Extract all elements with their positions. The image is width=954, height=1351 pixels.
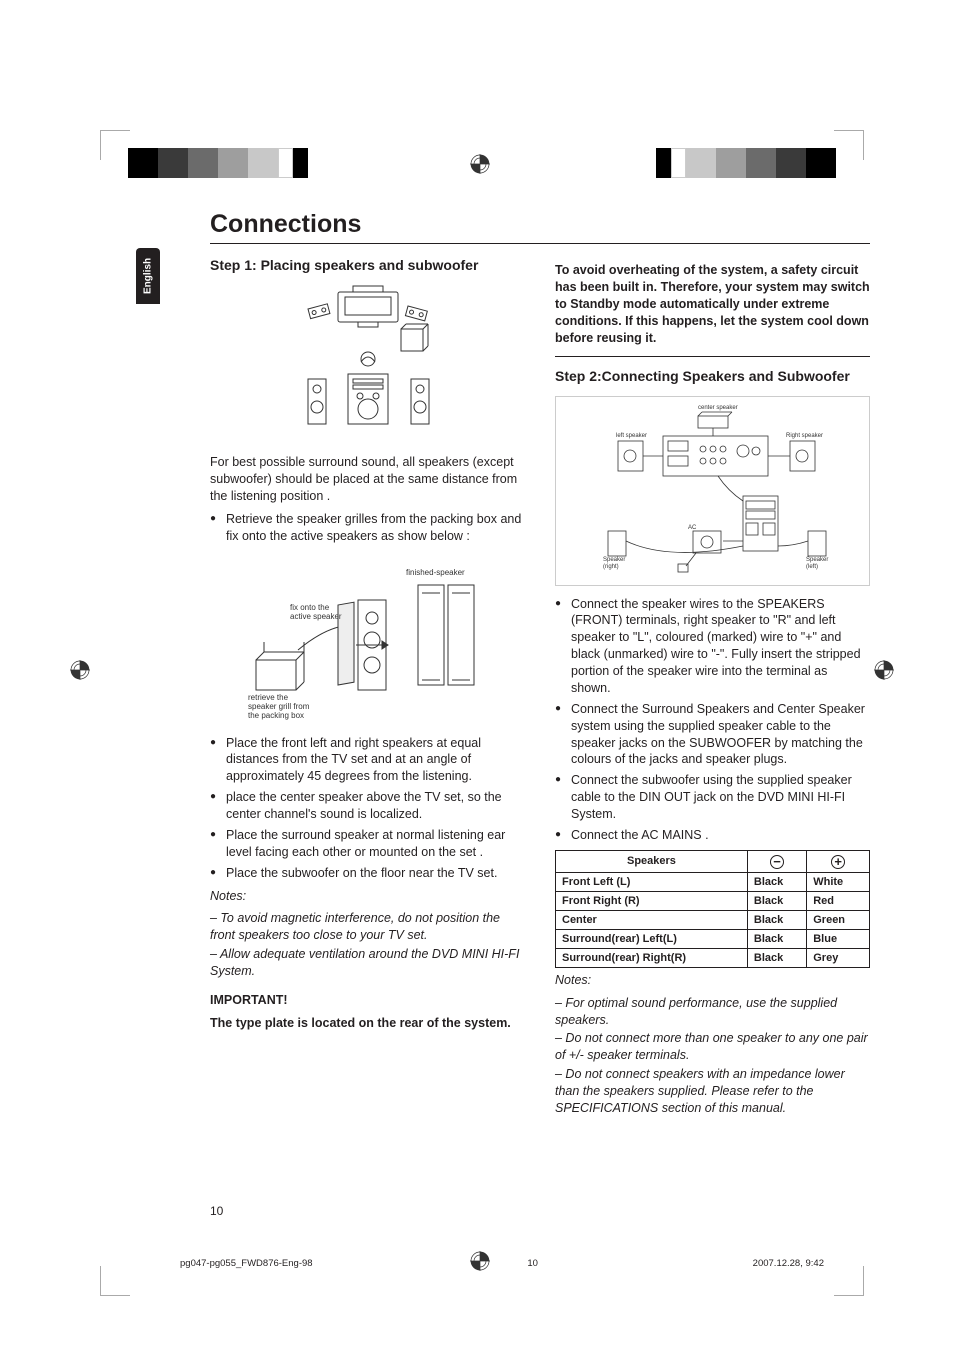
list-item: Connect the Surround Speakers and Center…: [555, 701, 870, 769]
color-swatch: [656, 148, 671, 178]
intro-text: For best possible surround sound, all sp…: [210, 454, 525, 505]
color-swatch: [716, 148, 746, 178]
footer-page: 10: [527, 1258, 538, 1269]
registration-mark-icon: [470, 154, 490, 174]
list-item: Place the front left and right speakers …: [210, 735, 525, 786]
step1-heading: Step 1: Placing speakers and subwoofer: [210, 256, 525, 274]
table-row: Front Right (R)BlackRed: [556, 891, 870, 910]
color-swatch: [776, 148, 806, 178]
two-column-layout: Step 1: Placing speakers and subwoofer: [210, 256, 870, 1119]
table-header: Speakers: [556, 850, 748, 872]
color-swatch: [248, 148, 278, 178]
list-item: Retrieve the speaker grilles from the pa…: [210, 511, 525, 545]
table-header: +: [807, 850, 870, 872]
list-item: Place the subwoofer on the floor near th…: [210, 865, 525, 882]
crop-corner: [100, 1266, 130, 1296]
list-item: Place the surround speaker at normal lis…: [210, 827, 525, 861]
color-swatch: [686, 148, 716, 178]
table-row: Front Left (L)BlackWhite: [556, 872, 870, 891]
important-body: The type plate is located on the rear of…: [210, 1015, 525, 1032]
notes-heading: Notes:: [555, 972, 870, 989]
language-tab: English: [136, 248, 160, 304]
right-column: To avoid overheating of the system, a sa…: [555, 256, 870, 1119]
crop-corner: [834, 1266, 864, 1296]
speaker-grille-diagram: finished-speaker fix onto theactive spea…: [210, 555, 525, 725]
note-line: – To avoid magnetic interference, do not…: [210, 910, 525, 944]
bullet-list: Place the front left and right speakers …: [210, 735, 525, 882]
table-cell: Front Right (R): [556, 891, 748, 910]
svg-text:left speaker: left speaker: [616, 433, 647, 439]
table-cell: Surround(rear) Right(R): [556, 948, 748, 967]
table-cell: Grey: [807, 948, 870, 967]
table-cell: Black: [747, 891, 806, 910]
table-cell: Black: [747, 910, 806, 929]
registration-mark-icon: [70, 660, 90, 680]
note-line: – Allow adequate ventilation around the …: [210, 946, 525, 980]
table-cell: Black: [747, 929, 806, 948]
note-line: – For optimal sound performance, use the…: [555, 995, 870, 1029]
crop-corner: [834, 130, 864, 160]
warning-text: To avoid overheating of the system, a sa…: [555, 262, 870, 346]
table-cell: White: [807, 872, 870, 891]
svg-text:AC: AC: [688, 525, 697, 531]
color-swatch: [128, 148, 158, 178]
svg-text:Right speaker: Right speaker: [786, 433, 823, 439]
footer: pg047-pg055_FWD876-Eng-98 10 2007.12.28,…: [180, 1258, 824, 1269]
left-column: Step 1: Placing speakers and subwoofer: [210, 256, 525, 1119]
footer-filename: pg047-pg055_FWD876-Eng-98: [180, 1258, 313, 1269]
table-row: CenterBlackGreen: [556, 910, 870, 929]
speaker-table: Speakers−+ Front Left (L)BlackWhiteFront…: [555, 850, 870, 968]
note-line: – Do not connect more than one speaker t…: [555, 1030, 870, 1064]
table-header: −: [747, 850, 806, 872]
color-swatch: [746, 148, 776, 178]
color-swatch: [278, 148, 293, 178]
color-swatch: [806, 148, 836, 178]
registration-mark-icon: [874, 660, 894, 680]
footer-timestamp: 2007.12.28, 9:42: [753, 1258, 824, 1269]
page-title: Connections: [210, 210, 870, 244]
bullet-list: Connect the speaker wires to the SPEAKER…: [555, 596, 870, 844]
table-cell: Green: [807, 910, 870, 929]
connection-diagram: center speaker left speaker Right speake…: [555, 396, 870, 586]
svg-text:fix onto theactive speaker: fix onto theactive speaker: [290, 603, 342, 621]
step2-heading: Step 2:Connecting Speakers and Subwoofer: [555, 367, 870, 385]
color-swatch: [293, 148, 308, 178]
important-heading: IMPORTANT!: [210, 992, 525, 1009]
color-swatch: [218, 148, 248, 178]
table-cell: Blue: [807, 929, 870, 948]
svg-text:center speaker: center speaker: [698, 405, 738, 411]
list-item: Connect the speaker wires to the SPEAKER…: [555, 596, 870, 697]
crop-corner: [100, 130, 130, 160]
color-bar: [656, 148, 836, 178]
bullet-list: Retrieve the speaker grilles from the pa…: [210, 511, 525, 545]
note-line: – Do not connect speakers with an impeda…: [555, 1066, 870, 1117]
table-cell: Red: [807, 891, 870, 910]
content-area: Connections Step 1: Placing speakers and…: [210, 210, 870, 1119]
diagram-label: finished-speaker: [406, 568, 465, 577]
notes-block: – For optimal sound performance, use the…: [555, 995, 870, 1117]
page-number: 10: [210, 1204, 223, 1218]
table-cell: Black: [747, 948, 806, 967]
table-cell: Surround(rear) Left(L): [556, 929, 748, 948]
list-item: Connect the AC MAINS .: [555, 827, 870, 844]
color-swatch: [671, 148, 686, 178]
table-row: Surround(rear) Left(L)BlackBlue: [556, 929, 870, 948]
table-cell: Center: [556, 910, 748, 929]
color-bar: [128, 148, 308, 178]
speaker-layout-diagram: [210, 284, 525, 444]
notes-heading: Notes:: [210, 888, 525, 905]
table-row: Surround(rear) Right(R)BlackGrey: [556, 948, 870, 967]
svg-text:Speaker(left): Speaker(left): [806, 557, 828, 570]
list-item: Connect the subwoofer using the supplied…: [555, 772, 870, 823]
divider: [555, 356, 870, 357]
svg-text:Speaker(right): Speaker(right): [603, 557, 625, 570]
list-item: place the center speaker above the TV se…: [210, 789, 525, 823]
color-swatch: [158, 148, 188, 178]
notes-block: – To avoid magnetic interference, do not…: [210, 910, 525, 980]
table-cell: Black: [747, 872, 806, 891]
color-swatch: [188, 148, 218, 178]
svg-text:retrieve thespeaker grill from: retrieve thespeaker grill fromthe packin…: [248, 693, 310, 720]
page: English Connections Step 1: Placing spea…: [0, 0, 954, 1351]
table-cell: Front Left (L): [556, 872, 748, 891]
